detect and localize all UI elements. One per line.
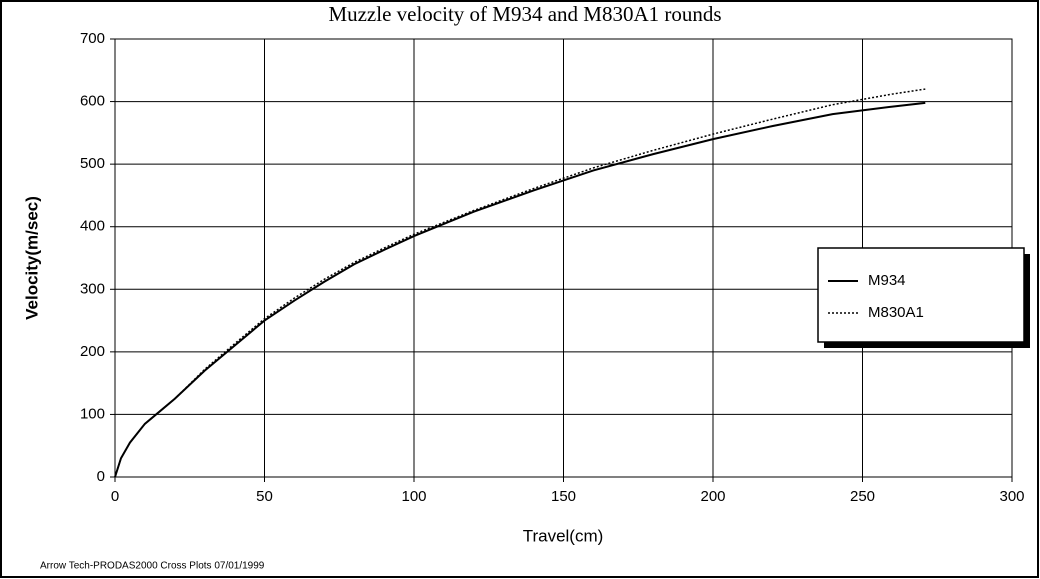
x-tick-label: 300: [999, 488, 1024, 505]
y-tick-label: 0: [97, 468, 105, 485]
chart-title: Muzzle velocity of M934 and M830A1 round…: [328, 2, 721, 26]
y-axis-label: Velocity(m/sec): [22, 196, 41, 320]
x-tick-label: 0: [111, 488, 119, 505]
y-tick-label: 400: [80, 218, 105, 235]
legend: [817, 247, 1025, 343]
x-tick-label: 100: [401, 488, 426, 505]
x-tick-label: 50: [256, 488, 273, 505]
y-tick-label: 600: [80, 93, 105, 110]
x-tick-label: 250: [850, 488, 875, 505]
line-series: [114, 88, 926, 478]
y-tick-label: 700: [80, 30, 105, 47]
legend-label: M934: [868, 272, 906, 289]
y-tick-label: 200: [80, 343, 105, 360]
legend-label: M830A1: [868, 304, 924, 321]
x-tick-label: 200: [700, 488, 725, 505]
footnote: Arrow Tech-PRODAS2000 Cross Plots 07/01/…: [40, 561, 265, 572]
y-tick-label: 500: [80, 155, 105, 172]
y-tick-label: 100: [80, 405, 105, 422]
x-tick-label: 150: [551, 488, 576, 505]
line-series: [114, 101, 926, 478]
x-axis-label: Travel(cm): [523, 526, 604, 545]
y-tick-label: 300: [80, 280, 105, 297]
